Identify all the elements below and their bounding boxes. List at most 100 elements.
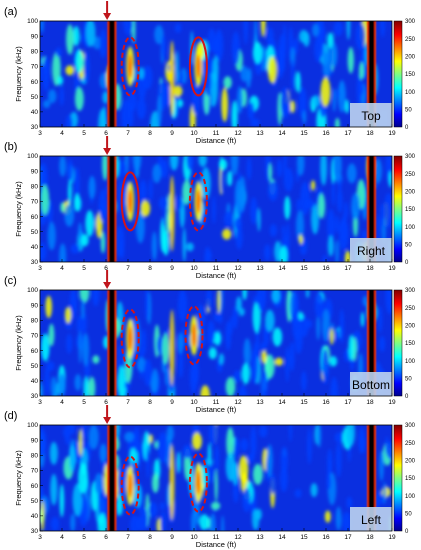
heatmap-cell xyxy=(65,114,73,127)
heatmap-cell xyxy=(271,290,281,304)
heatmap-cell xyxy=(335,441,342,478)
heatmap-cell xyxy=(186,156,194,171)
heatmap-cell xyxy=(257,208,261,232)
y-tick-label: 50 xyxy=(31,363,39,370)
heatmap-cell xyxy=(99,29,107,58)
heatmap-cell xyxy=(305,290,310,299)
heatmap-cell xyxy=(177,332,184,354)
heatmap-cell xyxy=(44,55,49,75)
arrow-head xyxy=(103,13,112,20)
heatmap-cell xyxy=(250,426,257,459)
heatmap-cell xyxy=(146,445,150,479)
x-axis-label: Distance (ft) xyxy=(196,271,237,280)
heatmap-cell xyxy=(72,483,83,517)
heatmap-cell xyxy=(92,355,100,364)
heatmap-cell xyxy=(355,22,366,51)
colorbar-tick-label: 100 xyxy=(405,359,416,365)
heatmap-cell xyxy=(208,462,214,483)
colorbar-tick-label: 0 xyxy=(405,529,409,535)
heatmap-cell xyxy=(157,431,168,463)
heatmap-cell xyxy=(116,493,123,516)
heatmap-cell xyxy=(40,428,47,458)
heatmap-texture xyxy=(40,290,392,396)
x-tick-label: 17 xyxy=(344,130,352,137)
heatmap-cell xyxy=(379,336,386,352)
heatmap-cell xyxy=(176,451,181,474)
heatmap-cell xyxy=(78,330,82,364)
colorbar-tick-label: 200 xyxy=(405,190,416,196)
heatmap-cell xyxy=(59,85,64,106)
heatmap-cell xyxy=(138,67,145,80)
heatmap-cell xyxy=(310,180,316,191)
x-tick-label: 4 xyxy=(60,399,64,406)
y-axis-label: Frequency (kHz) xyxy=(14,450,23,506)
heatmap-cell xyxy=(69,444,76,473)
heatmap-cell xyxy=(218,158,228,171)
y-tick-label: 80 xyxy=(31,317,39,324)
inset-label-box xyxy=(350,507,392,531)
defect-ellipse xyxy=(120,308,140,369)
defect-ellipse xyxy=(120,455,140,516)
colorbar-tick-label: 150 xyxy=(405,476,416,482)
heatmap-cell xyxy=(280,87,290,119)
heatmap-cell xyxy=(320,77,331,107)
heatmap-cell xyxy=(259,425,268,438)
x-tick-label: 10 xyxy=(190,130,198,137)
heatmap-cell xyxy=(162,207,166,227)
heatmap-cell xyxy=(238,455,249,484)
heatmap-cell xyxy=(70,243,80,254)
hotspot-core xyxy=(196,189,201,214)
heatmap-cell xyxy=(321,348,329,385)
heatmap-cell xyxy=(48,323,55,347)
heatmap-cell xyxy=(58,373,66,396)
hotspot-core xyxy=(128,473,133,498)
heatmap-cell xyxy=(260,341,267,352)
heatmap-cell xyxy=(242,487,251,513)
x-tick-label: 15 xyxy=(300,130,308,137)
heatmap-cell xyxy=(322,50,331,80)
heatmap-cell xyxy=(264,354,275,379)
colorbar-tick-label: 300 xyxy=(405,288,416,294)
panel-2: (b) Right 3 4 5 6 7 8 9 10 11 12 13 14 15 16 17 18 19 Dista… xyxy=(4,136,416,280)
heatmap-cell xyxy=(380,203,386,221)
y-tick-label: 50 xyxy=(31,229,39,236)
heatmap-cell xyxy=(69,290,78,320)
heatmap-cell xyxy=(154,25,164,45)
heatmap-cell xyxy=(47,200,53,226)
heatmap-cell xyxy=(207,320,215,345)
colorbar-tick-label: 100 xyxy=(405,225,416,231)
heatmap-cell xyxy=(320,156,328,186)
heatmap-cell xyxy=(294,488,302,498)
heatmap-cell xyxy=(217,290,221,314)
heatmap-cell xyxy=(55,47,62,58)
x-tick-label: 18 xyxy=(366,534,374,541)
heatmap-cell xyxy=(92,36,102,50)
heatmap-cell xyxy=(94,472,104,495)
heatmap-cell xyxy=(78,428,83,456)
heatmap-cell xyxy=(88,376,96,396)
heatmap-cell xyxy=(344,99,350,114)
x-tick-label: 9 xyxy=(170,130,174,137)
colorbar-tick-label: 200 xyxy=(405,459,416,465)
heatmap-area xyxy=(40,290,392,396)
y-tick-label: 80 xyxy=(31,48,39,55)
heatmap-cell xyxy=(346,496,353,509)
heatmap-cell xyxy=(140,200,151,217)
heatmap-cell xyxy=(267,56,277,84)
heatmap-cell xyxy=(81,34,85,43)
colorbar-tick-label: 250 xyxy=(405,37,416,43)
heatmap-cell xyxy=(73,193,81,212)
heatmap-cell xyxy=(252,463,263,485)
heatmap-cell xyxy=(64,431,71,445)
heatmap-cell xyxy=(270,473,276,495)
heatmap-cell xyxy=(161,332,170,365)
x-tick-label: 9 xyxy=(170,265,174,272)
heatmap-cell xyxy=(161,34,166,59)
inset-label: Bottom xyxy=(352,378,390,392)
heatmap-cell xyxy=(296,156,305,176)
y-tick-label: 60 xyxy=(31,483,39,490)
y-tick-label: 100 xyxy=(27,18,38,25)
heatmap-cell xyxy=(47,89,57,104)
x-tick-label: 11 xyxy=(213,130,220,137)
x-tick-label: 12 xyxy=(234,265,242,272)
